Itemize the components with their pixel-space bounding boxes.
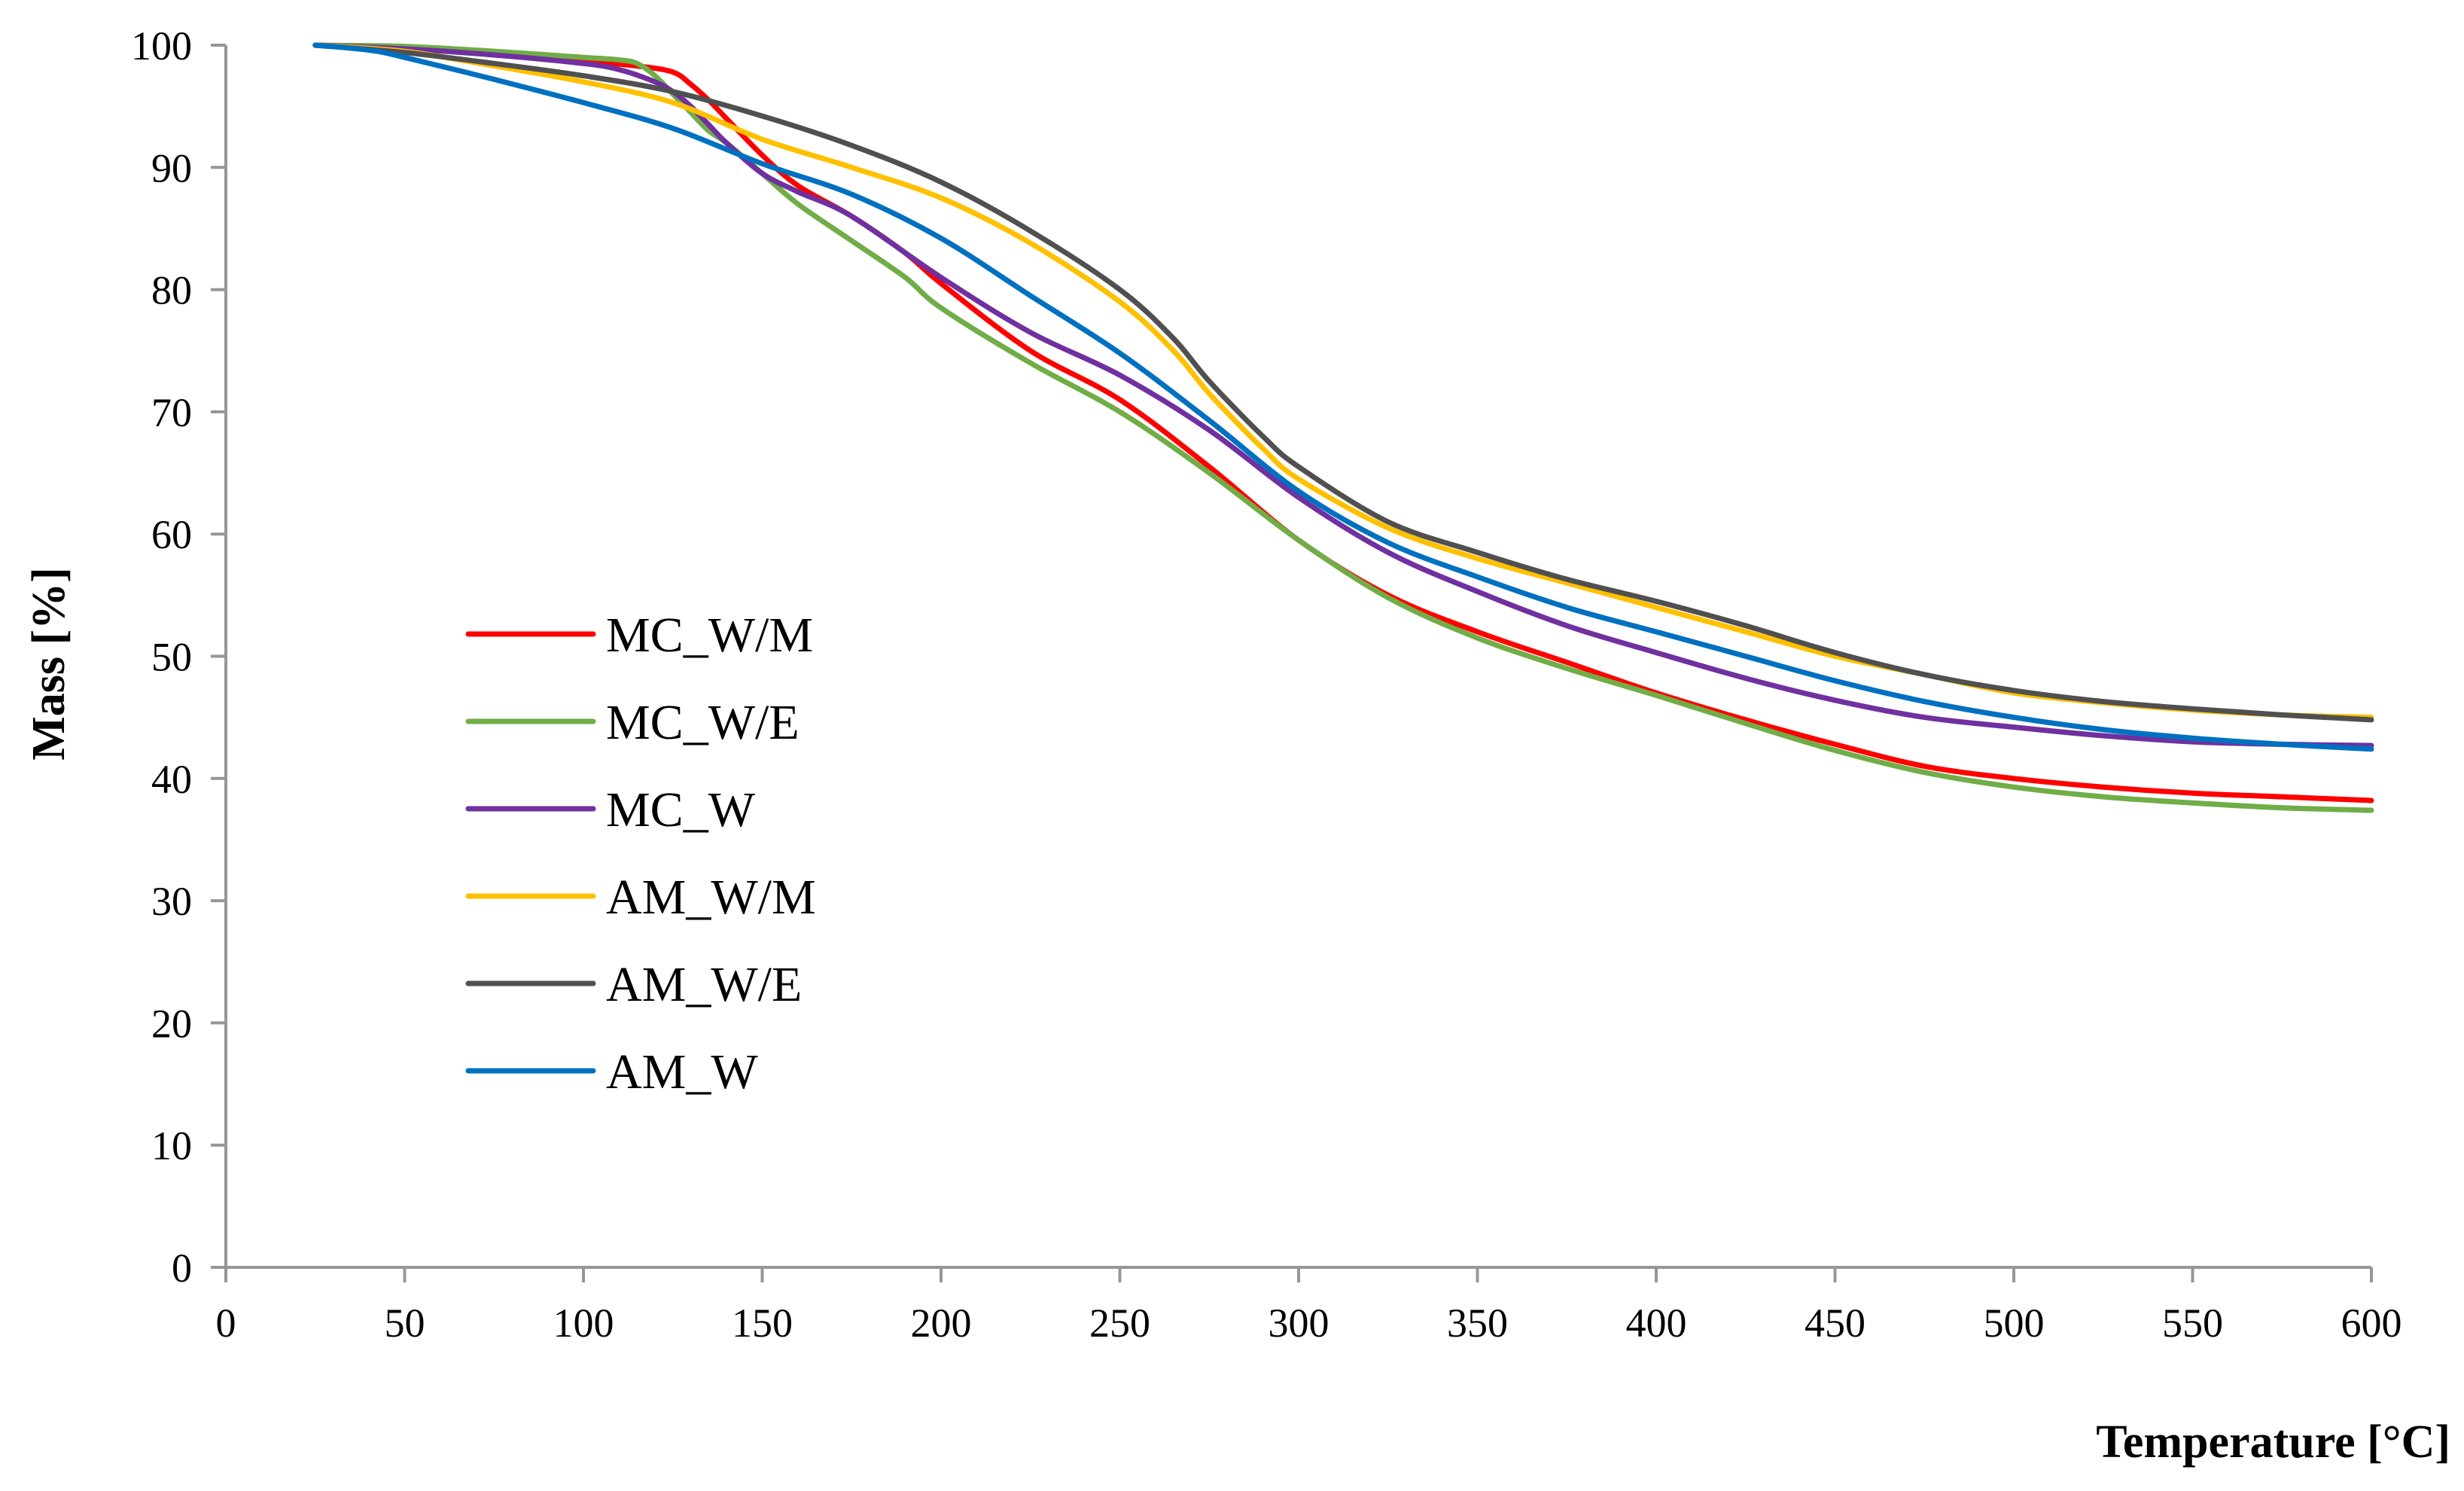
y-axis-title: Mass [%] <box>23 567 75 761</box>
y-tick-label: 60 <box>151 512 192 557</box>
legend: MC_W/M MC_W/E MC_W AM_W/M AM_W/E AM_W <box>465 608 816 1099</box>
x-tick-label: 400 <box>1626 1300 1687 1346</box>
x-tick-label: 100 <box>553 1300 614 1346</box>
legend-label-mc-w-m: MC_W/M <box>606 608 813 663</box>
y-tick-label: 20 <box>151 1001 192 1046</box>
legend-label-mc-w: MC_W <box>606 782 756 837</box>
x-tick-label: 600 <box>2341 1300 2402 1346</box>
x-tick-label: 50 <box>385 1300 425 1346</box>
legend-label-am-w-m: AM_W/M <box>606 870 816 925</box>
legend-label-am-w: AM_W <box>606 1044 758 1099</box>
y-tick-label: 10 <box>151 1124 192 1169</box>
series-line-mc-w <box>312 42 2374 749</box>
x-tick-label: 550 <box>2162 1300 2223 1346</box>
x-tick-label: 0 <box>216 1300 236 1346</box>
x-tick-label: 300 <box>1269 1300 1329 1346</box>
y-tick-label: 50 <box>151 635 192 680</box>
series-line-mc-w-e <box>312 42 2374 813</box>
x-tick-label: 150 <box>732 1300 793 1346</box>
y-tick-label: 70 <box>151 390 192 435</box>
y-tick-label: 30 <box>151 879 192 924</box>
series-line-am-w <box>312 42 2374 752</box>
x-tick-label: 450 <box>1805 1300 1866 1346</box>
x-tick-label: 350 <box>1447 1300 1508 1346</box>
x-axis-title: Temperature [°C] <box>2096 1416 2450 1468</box>
series-lines <box>312 42 2374 813</box>
axes <box>211 44 2373 1282</box>
legend-label-am-w-e: AM_W/E <box>606 957 802 1012</box>
y-tick-label: 40 <box>151 757 192 802</box>
series-line-mc-w-m <box>312 42 2374 803</box>
legend-label-mc-w-e: MC_W/E <box>606 695 800 750</box>
x-tick-label: 500 <box>1984 1300 2045 1346</box>
x-tick-label: 200 <box>911 1300 972 1346</box>
y-tick-label: 0 <box>172 1246 192 1291</box>
y-tick-label: 80 <box>151 268 192 313</box>
x-tick-label: 250 <box>1089 1300 1150 1346</box>
y-tick-label: 90 <box>151 145 192 191</box>
y-tick-label: 100 <box>131 23 192 69</box>
series-line-am-w-e <box>312 42 2374 723</box>
tick-labels: 0 10 20 30 40 50 60 70 80 90 100 0 50 100 150 200 250 300… <box>131 23 2402 1346</box>
